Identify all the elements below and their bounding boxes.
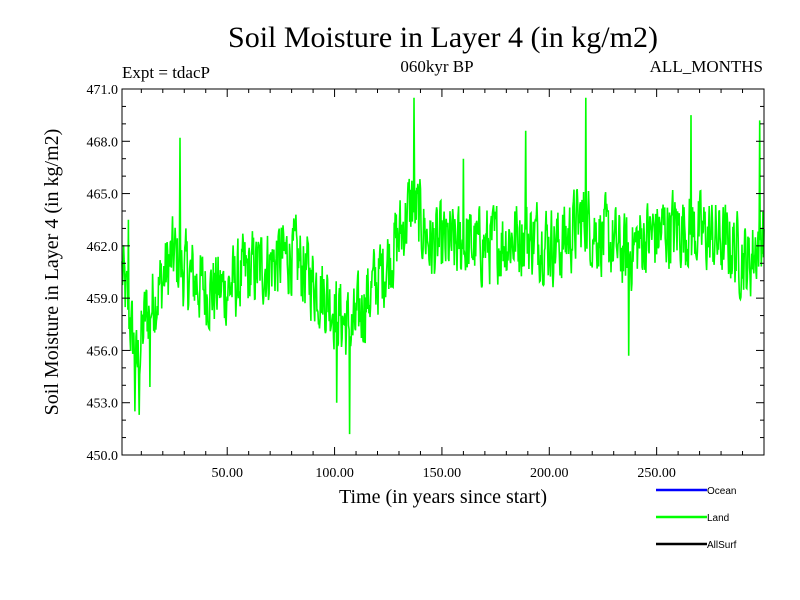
y-tick-label: 456.0 <box>87 344 119 359</box>
y-tick-label: 450.0 <box>87 449 119 464</box>
experiment-label: Expt = tdacP <box>122 63 210 82</box>
y-tick-label: 459.0 <box>87 292 119 307</box>
y-tick-label: 465.0 <box>87 188 119 203</box>
legend-label-allsurf: AllSurf <box>707 540 737 551</box>
x-axis-label: Time (in years since start) <box>339 486 547 508</box>
months-label: ALL_MONTHS <box>650 57 763 76</box>
series-line-land <box>121 97 765 435</box>
y-tick-label: 468.0 <box>87 135 119 150</box>
x-axis: 50.00 100.00 150.00 200.00 250.00 <box>140 89 744 481</box>
chart-title: Soil Moisture in Layer 4 (in kg/m2) <box>228 21 658 54</box>
y-axis: 450.0 453.0 456.0 459.0 462.0 465.0 468.0 471.0 <box>87 83 764 464</box>
period-label: 060kyr BP <box>400 57 473 76</box>
legend-label-land: Land <box>707 513 729 524</box>
plot-frame <box>121 88 765 456</box>
x-tick-label: 250.00 <box>637 466 676 481</box>
legend-label-ocean: Ocean <box>707 486 736 497</box>
x-tick-label: 150.00 <box>423 466 462 481</box>
y-tick-label: 471.0 <box>87 83 119 98</box>
plot-area <box>121 97 765 435</box>
x-tick-label: 100.00 <box>315 466 354 481</box>
x-tick-label: 50.00 <box>211 466 243 481</box>
y-axis-label: Soil Moisture in Layer 4 (in kg/m2) <box>41 129 63 416</box>
legend: Ocean Land AllSurf <box>656 486 737 551</box>
y-tick-label: 462.0 <box>87 240 119 255</box>
x-tick-label: 200.00 <box>530 466 569 481</box>
y-tick-label: 453.0 <box>87 397 119 412</box>
